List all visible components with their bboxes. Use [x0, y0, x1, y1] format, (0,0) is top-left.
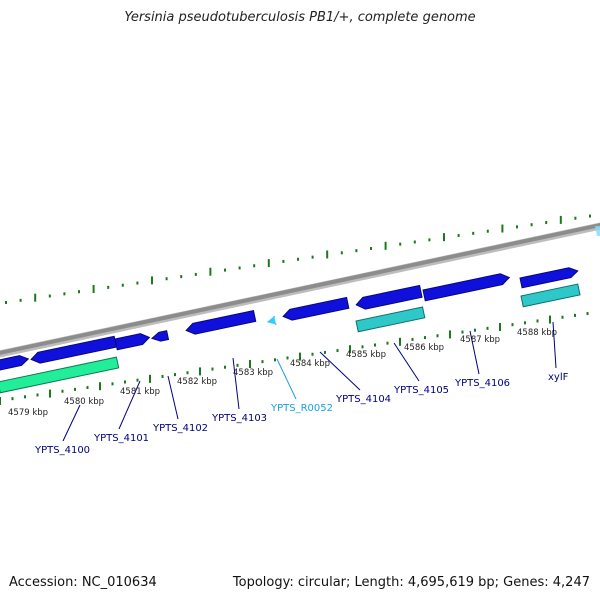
gene-ypts-4105-rna-shape[interactable]: [355, 306, 426, 333]
gene-ypts-4103[interactable]: [185, 310, 257, 336]
leader-line: [62, 404, 81, 442]
leader-line: [276, 358, 297, 400]
scale-label: 4579 kbp: [8, 408, 48, 418]
gene-ypts-4102[interactable]: [150, 330, 170, 343]
leader-line: [232, 357, 240, 410]
gene-label[interactable]: YPTS_4106: [454, 378, 510, 389]
gene-label[interactable]: YPTS_4100: [34, 445, 90, 456]
gene-label[interactable]: YPTS_4101: [93, 433, 149, 444]
gene-xylf-rna[interactable]: [520, 283, 581, 308]
gene-ypts-4102-shape[interactable]: [150, 330, 170, 343]
right-edge-feature: [595, 226, 600, 236]
gene-ypts-4105[interactable]: [355, 284, 423, 310]
gene-label[interactable]: YPTS_4102: [152, 423, 208, 434]
genome-stats: Topology: circular; Length: 4,695,619 bp…: [232, 575, 590, 590]
scale-label: 4580 kbp: [64, 397, 104, 407]
gene-ypts-4105-shape[interactable]: [355, 284, 423, 310]
scale-label: 4582 kbp: [177, 377, 217, 387]
gene-ypts-4100[interactable]: [30, 335, 118, 364]
leader-line: [393, 342, 420, 382]
gene-label[interactable]: xylF: [548, 372, 569, 383]
gene-ypts-4106[interactable]: [422, 272, 511, 302]
scale-label: 4585 kbp: [346, 350, 386, 360]
gene-ypts-4104-shape[interactable]: [282, 296, 350, 321]
gene-ypts-4101[interactable]: [114, 332, 151, 351]
gene-4099-shape[interactable]: [0, 354, 30, 372]
feature-green[interactable]: [0, 356, 120, 394]
gene-label[interactable]: YPTS_4103: [211, 413, 267, 424]
leader-line: [319, 351, 361, 391]
scale-label: 4587 kbp: [460, 335, 500, 345]
feature-green-shape[interactable]: [0, 356, 120, 394]
gene-label[interactable]: YPTS_4104: [335, 394, 391, 405]
gene-ypts-4104[interactable]: [282, 296, 350, 321]
genome-title: Yersinia pseudotuberculosis PB1/+, compl…: [124, 10, 476, 25]
gene-label[interactable]: YPTS_R0052: [270, 403, 333, 414]
scale-label: 4584 kbp: [290, 359, 330, 369]
gene-ypts-4101-shape[interactable]: [114, 332, 151, 351]
accession-label: Accession: NC_010634: [9, 575, 157, 590]
gene-ypts-4100-shape[interactable]: [30, 335, 118, 364]
gene-label[interactable]: YPTS_4105: [393, 385, 449, 396]
gene-ypts-4106-shape[interactable]: [422, 272, 511, 302]
gene-ypts-r0052[interactable]: [266, 315, 277, 325]
gene-4099[interactable]: [0, 354, 30, 372]
backbone: [0, 223, 600, 355]
gene-ypts-r0052-shape[interactable]: [266, 315, 277, 325]
scale-label: 4588 kbp: [517, 328, 557, 338]
gene-xylf[interactable]: [519, 266, 579, 289]
scale-label: 4581 kbp: [120, 387, 160, 397]
leader-line: [167, 375, 179, 420]
leader-line: [552, 321, 557, 369]
gene-xylf-shape[interactable]: [519, 266, 579, 289]
gene-xylf-rna-shape[interactable]: [520, 283, 581, 308]
gene-ypts-4103-shape[interactable]: [185, 310, 257, 336]
leader-line: [469, 330, 480, 375]
gene-ypts-4105-rna[interactable]: [355, 306, 426, 333]
scale-label: 4583 kbp: [233, 368, 273, 378]
leader-line: [118, 380, 141, 430]
scale-label: 4586 kbp: [404, 343, 444, 353]
